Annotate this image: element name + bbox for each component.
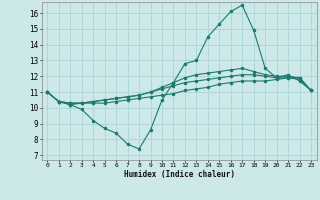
X-axis label: Humidex (Indice chaleur): Humidex (Indice chaleur) <box>124 170 235 179</box>
